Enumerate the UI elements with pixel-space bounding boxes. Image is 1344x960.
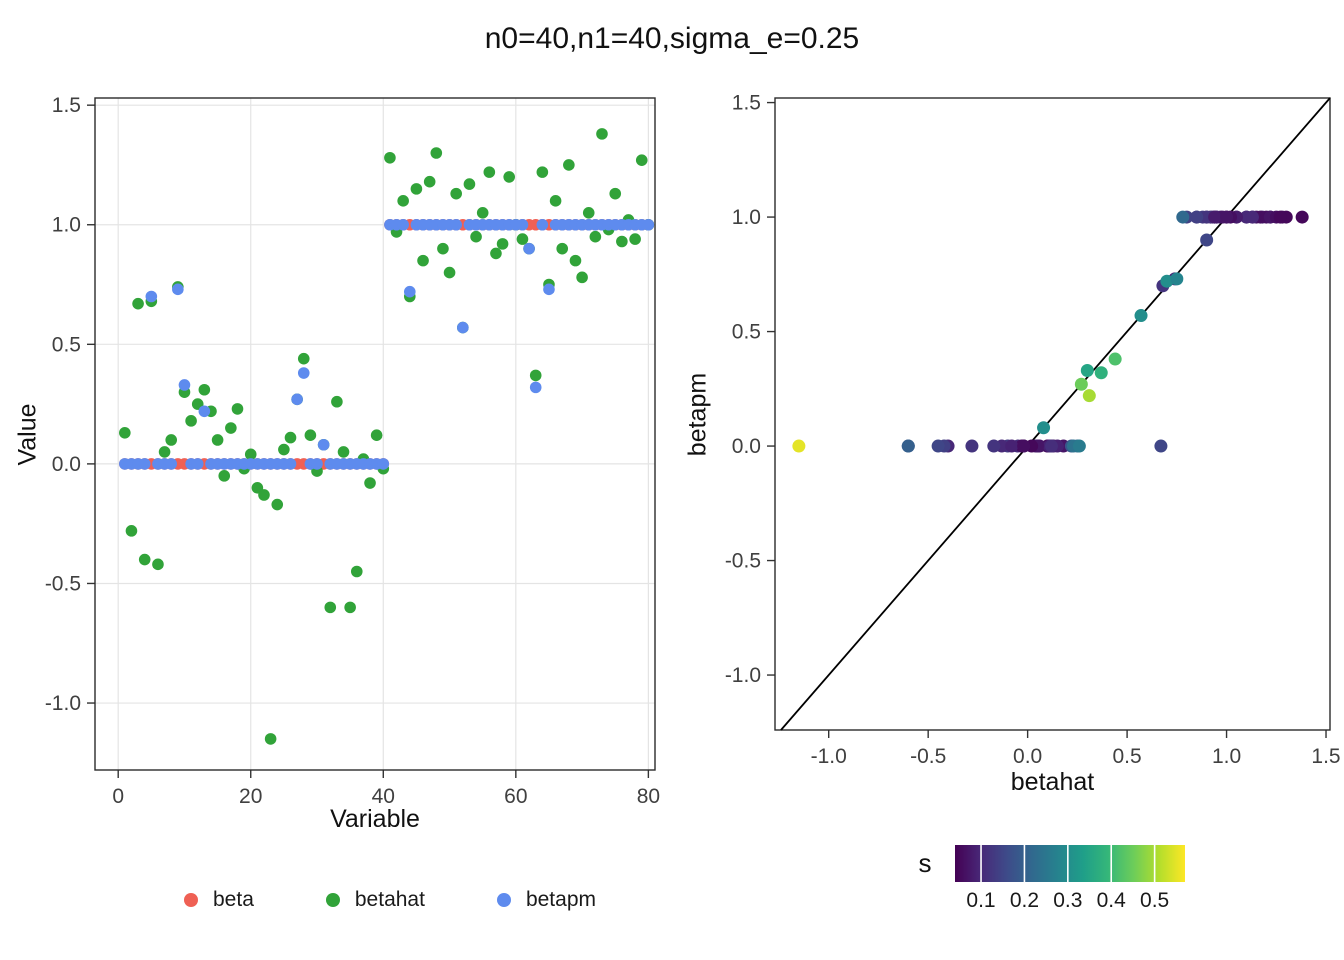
svg-text:0.5: 0.5: [732, 321, 761, 344]
series-legend: beta betahat betapm: [90, 888, 690, 912]
svg-text:-1.0: -1.0: [811, 745, 847, 768]
chart-title: n0=40,n1=40,sigma_e=0.25: [484, 22, 860, 55]
svg-text:1.5: 1.5: [1311, 745, 1340, 768]
svg-text:0.1: 0.1: [966, 889, 995, 912]
svg-text:-0.5: -0.5: [725, 550, 761, 573]
left-yaxis-label: Value: [13, 403, 42, 466]
legend-item-betapm: betapm: [496, 888, 596, 912]
left-scatter-plot: 0 20 40 60 80 -1.0 -0.5 0.0 0.5 1.0 1.5: [45, 94, 660, 808]
svg-text:1.0: 1.0: [732, 206, 761, 229]
svg-text:0.0: 0.0: [732, 435, 761, 458]
svg-text:1.5: 1.5: [52, 94, 81, 117]
svg-text:60: 60: [504, 785, 527, 808]
svg-text:-1.0: -1.0: [725, 664, 761, 687]
colorbar-label: s: [918, 848, 932, 878]
legend-swatch-betapm: [496, 893, 511, 907]
svg-text:0.0: 0.0: [52, 453, 81, 476]
right-scatter-plot: -1.0 -0.5 0.0 0.5 1.0 1.5 -1.0 -0.5 0.0 0.5 1.0 1.5: [725, 92, 1341, 768]
svg-text:1.5: 1.5: [732, 92, 761, 115]
svg-text:20: 20: [239, 785, 262, 808]
svg-text:-0.5: -0.5: [45, 572, 81, 595]
svg-text:-1.0: -1.0: [45, 692, 81, 715]
svg-text:1.0: 1.0: [1212, 745, 1241, 768]
svg-text:0.0: 0.0: [1013, 745, 1042, 768]
legend-label-betapm: betapm: [525, 888, 596, 911]
right-xaxis-label: betahat: [1010, 768, 1095, 796]
svg-text:-0.5: -0.5: [910, 745, 946, 768]
legend-item-betahat: betahat: [325, 888, 425, 912]
svg-text:80: 80: [637, 785, 660, 808]
legend-swatch-beta: [184, 893, 198, 907]
left-xaxis-label: Variable: [330, 805, 420, 833]
right-yaxis-label: betapm: [683, 372, 712, 457]
svg-text:0: 0: [112, 785, 124, 808]
svg-text:0.2: 0.2: [1010, 889, 1039, 912]
svg-text:0.5: 0.5: [52, 333, 81, 356]
svg-text:1.0: 1.0: [52, 214, 81, 237]
svg-text:0.3: 0.3: [1053, 889, 1082, 912]
legend-swatch-betahat: [325, 893, 340, 907]
legend-label-beta: beta: [213, 888, 254, 911]
svg-text:0.5: 0.5: [1112, 745, 1141, 768]
legend-item-beta: beta: [184, 888, 254, 912]
svg-text:0.5: 0.5: [1140, 889, 1169, 912]
colorbar: 0.1 0.2 0.3 0.4 0.5: [955, 845, 1185, 912]
legend-label-betahat: betahat: [354, 888, 425, 911]
svg-text:40: 40: [372, 785, 395, 808]
svg-text:0.4: 0.4: [1097, 889, 1127, 912]
